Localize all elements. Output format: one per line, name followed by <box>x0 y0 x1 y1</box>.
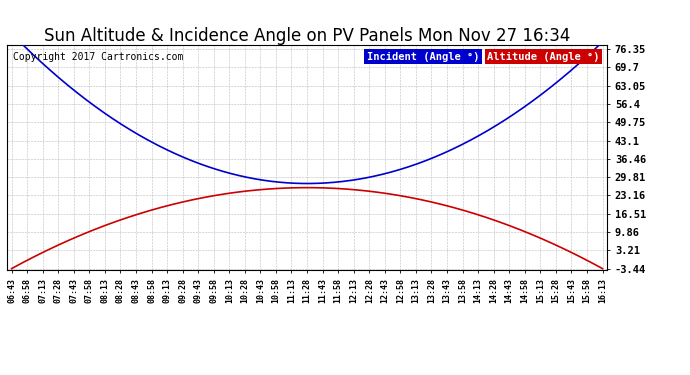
Title: Sun Altitude & Incidence Angle on PV Panels Mon Nov 27 16:34: Sun Altitude & Incidence Angle on PV Pan… <box>44 27 570 45</box>
Text: Copyright 2017 Cartronics.com: Copyright 2017 Cartronics.com <box>13 52 184 62</box>
Text: Incident (Angle °): Incident (Angle °) <box>367 52 480 62</box>
Text: Altitude (Angle °): Altitude (Angle °) <box>487 52 600 62</box>
